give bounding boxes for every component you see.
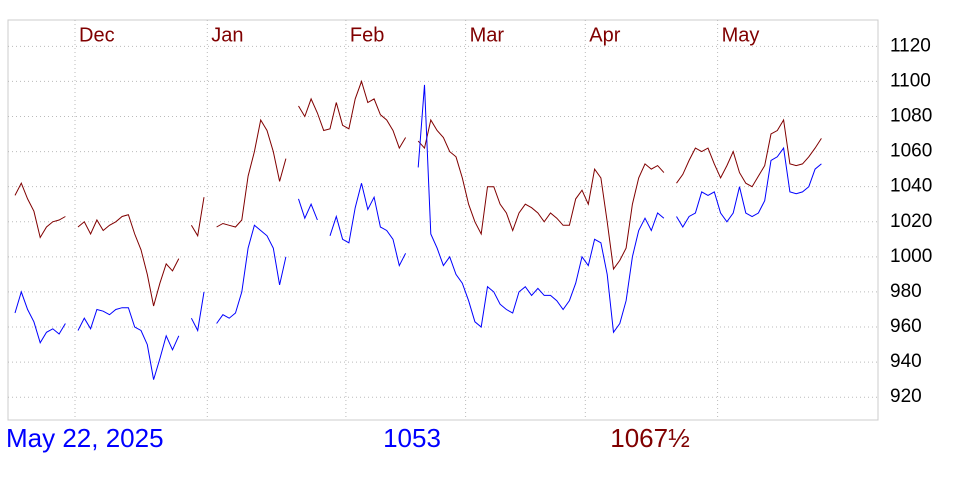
series-line [14, 79, 822, 307]
y-tick-label: 940 [890, 351, 922, 372]
y-tick-label: 960 [890, 316, 922, 337]
month-label: Apr [589, 24, 620, 46]
series-line [14, 84, 822, 380]
y-tick-label: 1040 [890, 176, 932, 197]
footer-date: May 22, 2025 [6, 423, 164, 453]
month-label: May [722, 24, 760, 46]
y-tick-label: 1000 [890, 246, 932, 267]
y-tick-label: 1100 [890, 70, 931, 91]
y-tick-label: 1020 [890, 211, 932, 232]
footer-last-blue: 1053 [383, 423, 441, 453]
month-label: Dec [79, 24, 115, 46]
y-tick-label: 1060 [890, 141, 932, 162]
month-label: Jan [211, 24, 243, 46]
month-label: Feb [350, 24, 384, 46]
footer-last-red: 1067½ [610, 423, 690, 453]
y-tick-label: 920 [890, 386, 922, 407]
plot-frame [7, 19, 879, 421]
y-tick-label: 1120 [890, 35, 931, 56]
month-label: Mar [470, 24, 505, 46]
y-tick-label: 980 [890, 281, 922, 302]
y-tick-label: 1080 [890, 106, 932, 127]
